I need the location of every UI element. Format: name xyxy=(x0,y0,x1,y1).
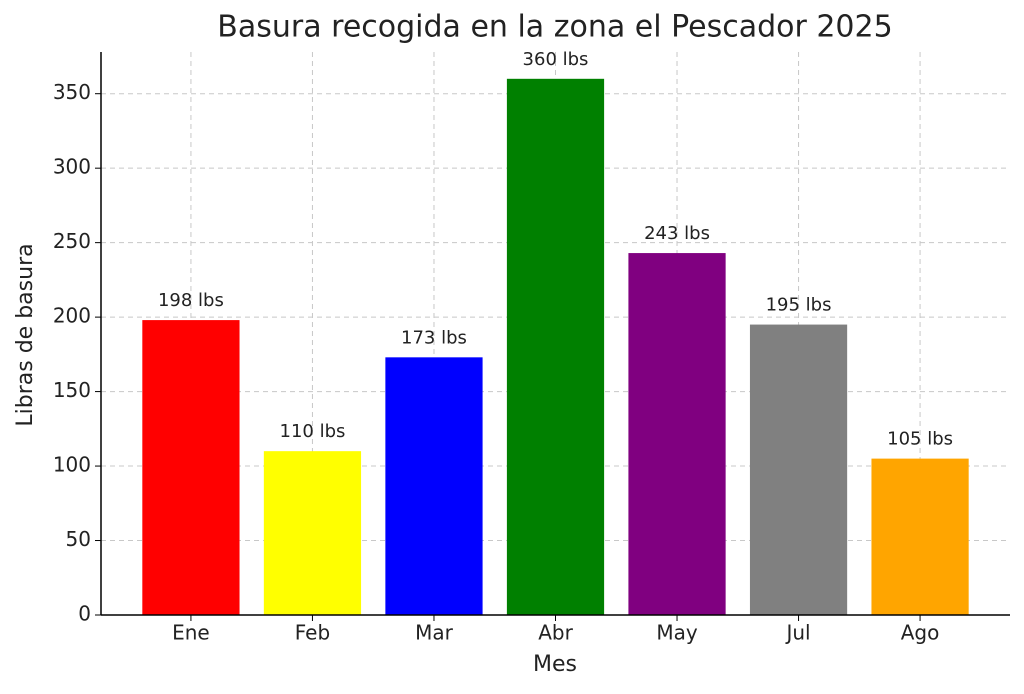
data-label: 173 lbs xyxy=(401,327,467,348)
data-label: 243 lbs xyxy=(644,223,710,244)
x-tick-label: May xyxy=(656,621,698,645)
x-tick-label: Mar xyxy=(415,621,454,645)
bar xyxy=(871,458,969,615)
data-label: 198 lbs xyxy=(158,290,224,311)
y-tick-label: 50 xyxy=(66,527,91,551)
data-label: 360 lbs xyxy=(523,49,589,70)
bar xyxy=(385,357,483,615)
bar xyxy=(506,78,605,616)
bar xyxy=(142,320,240,615)
bar xyxy=(749,324,848,615)
y-axis-label: Libras de basura xyxy=(13,243,38,426)
bar xyxy=(628,253,726,616)
y-tick-label: 200 xyxy=(53,304,91,328)
y-tick-label: 100 xyxy=(53,453,91,477)
y-tick-label: 150 xyxy=(53,378,91,402)
x-tick-label: Feb xyxy=(295,621,330,645)
data-label: 195 lbs xyxy=(766,295,832,316)
x-axis-label: Mes xyxy=(533,652,577,677)
y-tick-label: 250 xyxy=(53,229,91,253)
data-label: 105 lbs xyxy=(887,429,953,450)
chart-title: Basura recogida en la zona el Pescador 2… xyxy=(217,10,892,45)
x-tick-label: Ene xyxy=(172,621,210,645)
bar xyxy=(263,451,362,615)
x-tick-label: Ago xyxy=(901,621,940,645)
y-tick-label: 0 xyxy=(78,602,91,626)
y-tick-label: 350 xyxy=(53,80,91,104)
x-tick-label: Abr xyxy=(538,621,573,645)
data-label: 110 lbs xyxy=(280,421,346,442)
y-tick-label: 300 xyxy=(53,155,91,179)
x-tick-label: Jul xyxy=(784,621,810,645)
